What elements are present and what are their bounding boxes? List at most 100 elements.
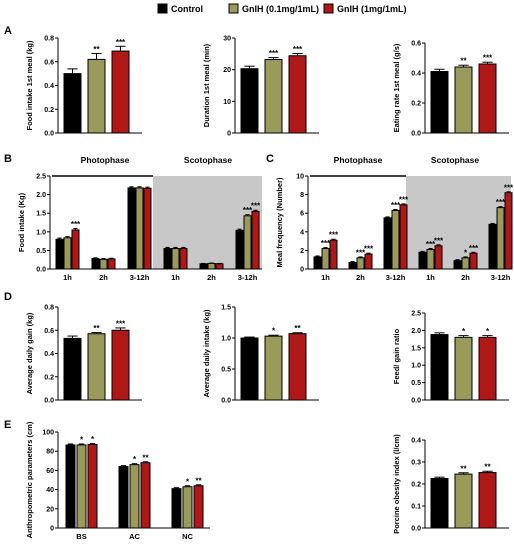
bar	[111, 329, 130, 401]
bar	[329, 239, 338, 270]
y-tick-label: 0.6	[411, 41, 421, 48]
y-tick-label: 0.2	[411, 482, 421, 489]
bar	[288, 55, 307, 134]
bar	[199, 263, 208, 270]
bar	[430, 334, 449, 401]
y-tick-label: 2.5	[36, 174, 46, 181]
y-tick-label: 1.5	[36, 211, 46, 218]
significance-marker: *	[80, 436, 84, 445]
bar	[118, 466, 129, 529]
y-tick-label: 1.5	[411, 345, 421, 352]
bar	[215, 263, 224, 270]
y-tick-label: 20	[46, 506, 54, 513]
bar	[426, 248, 435, 270]
significance-marker: ***	[293, 45, 303, 54]
y-tick-label: 6	[300, 211, 304, 218]
chart-e1: 0 20 40 60 80 100 Anthropometric parameters (c…	[25, 421, 210, 541]
y-tick-label: 0.4	[411, 438, 421, 445]
bar	[264, 59, 283, 134]
bar	[127, 187, 136, 270]
bar	[63, 73, 82, 134]
significance-marker: ***	[391, 201, 401, 210]
significance-marker: ***	[269, 49, 279, 58]
x-tick-label: NC	[182, 532, 193, 541]
chart-a1: 0.0 0.2 0.4 0.6 0.8 Food intake 1st meal (kg)…	[25, 36, 142, 138]
panel-label-a: A	[4, 25, 12, 37]
y-tick-label: 1.0	[411, 363, 421, 370]
significance-marker: ***	[321, 239, 331, 248]
y-tick-label: 0	[50, 526, 54, 533]
legend-swatch-control	[157, 3, 168, 14]
legend-swatch-gnih-low	[228, 3, 239, 14]
y-tick-label: 30	[223, 36, 231, 43]
bar	[383, 217, 392, 270]
significance-marker: ***	[116, 319, 126, 328]
bar	[129, 464, 140, 529]
y-axis-label: Average daily intake (kg)	[202, 309, 211, 398]
significance-marker: ***	[243, 206, 253, 215]
y-tick-label: 0.0	[221, 398, 231, 405]
bar	[63, 337, 82, 401]
panel-label-e: E	[4, 419, 11, 431]
bar	[171, 248, 180, 270]
x-tick-label: AC	[129, 532, 140, 541]
significance-marker: ***	[434, 236, 444, 245]
bar	[461, 257, 470, 270]
bar	[504, 192, 513, 270]
y-axis-label: Eating rate 1st meal (g/s)	[392, 43, 401, 132]
y-tick-label: 60	[46, 468, 54, 475]
significance-marker: **	[195, 476, 202, 485]
y-tick-label: 0.4	[411, 71, 421, 78]
significance-marker: **	[93, 324, 100, 333]
bar	[207, 262, 216, 270]
panel-label-b: B	[4, 153, 12, 165]
bar	[478, 336, 497, 401]
phase-label-photophase: Photophase	[334, 155, 383, 165]
bar	[63, 237, 72, 270]
y-tick-label: 0.0	[44, 131, 54, 138]
significance-marker: ***	[116, 38, 126, 47]
chart-e2: 0.0 0.1 0.2 0.3 0.4 Porcine obesity index (l/…	[392, 434, 509, 534]
y-tick-label: 1.5	[221, 305, 231, 312]
y-tick-label: 2.0	[36, 192, 46, 199]
y-tick-label: 8	[300, 192, 304, 199]
x-tick-label: 1h	[321, 273, 330, 282]
y-tick-label: 20	[223, 67, 231, 74]
x-tick-label: 2h	[356, 273, 365, 282]
y-tick-label: 0.0	[411, 398, 421, 405]
x-tick-label: 3-12h	[238, 273, 258, 282]
y-axis-label: Food intake 1st meal (kg)	[25, 40, 34, 131]
y-tick-label: 0.4	[44, 83, 54, 90]
bar	[240, 68, 259, 134]
y-tick-label: 100	[42, 430, 54, 437]
significance-marker: ***	[399, 195, 409, 204]
bar	[179, 248, 188, 270]
bar	[91, 258, 100, 270]
bar	[321, 248, 330, 270]
significance-marker: ***	[329, 231, 339, 240]
panel-label-c: C	[266, 153, 274, 165]
bar	[488, 223, 497, 270]
y-tick-label: 0.1	[411, 504, 421, 511]
significance-marker: ***	[496, 198, 506, 207]
bar	[478, 63, 497, 134]
y-tick-label: 0	[300, 267, 304, 274]
bar	[454, 66, 473, 134]
x-tick-label: 1h	[63, 273, 72, 282]
x-tick-label: 1h	[171, 273, 180, 282]
bar	[107, 258, 116, 270]
bar	[313, 256, 322, 270]
significance-marker: **	[142, 453, 149, 462]
y-tick-label: 0.6	[44, 59, 54, 66]
significance-marker: *	[186, 477, 190, 486]
x-tick-label: 2h	[99, 273, 108, 282]
bar	[478, 472, 497, 529]
bar	[430, 71, 449, 134]
y-tick-label: 0.6	[44, 328, 54, 335]
y-axis-label: Porcine obesity index (l/cm)	[392, 434, 401, 534]
y-tick-label: 10	[296, 174, 304, 181]
bar	[76, 444, 87, 529]
bar	[454, 473, 473, 529]
